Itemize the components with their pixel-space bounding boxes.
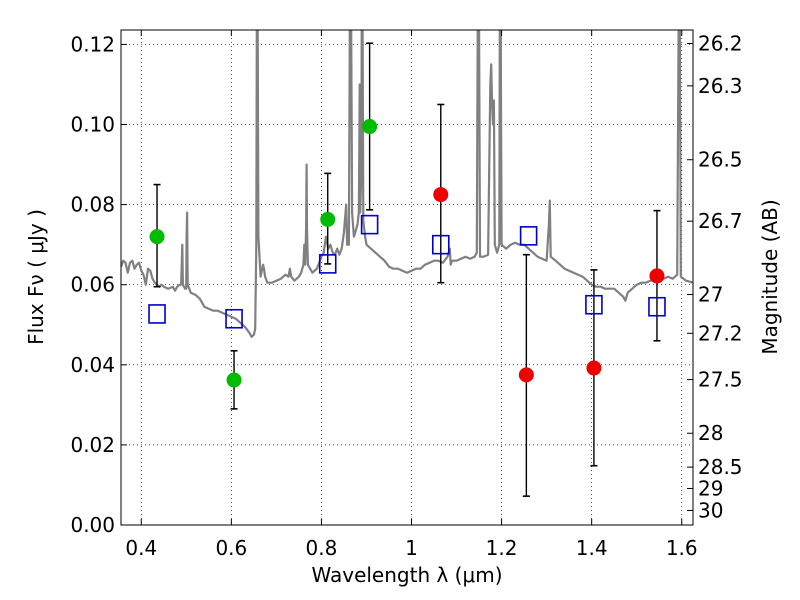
model-spectrum-line [121, 30, 693, 338]
model-photometry-square [519, 226, 538, 246]
mag-tick-label: 26.5 [698, 148, 743, 172]
mag-tick-label: 29 [698, 476, 723, 500]
x-tick-label: 1.6 [666, 536, 698, 560]
model-photometry-square [431, 234, 450, 255]
mag-tick-label: 28.5 [698, 455, 743, 479]
mag-tick-label: 26.2 [698, 31, 743, 55]
mag-tick-label: 27.2 [698, 321, 743, 345]
y-tick-label: 0.10 [70, 113, 115, 137]
mag-tick-label: 27 [698, 283, 723, 307]
model-photometry-square [148, 304, 166, 324]
mag-tick-label: 30 [698, 498, 723, 522]
model-photometry-square [360, 214, 379, 235]
y-axis-label: Flux Fν ( μJy ) [24, 209, 48, 345]
model-photometry-square [225, 308, 243, 329]
model-photometry-square [648, 296, 666, 317]
plot-area [121, 30, 693, 497]
y-tick-label: 0.06 [70, 273, 115, 297]
red-data-point [649, 268, 665, 284]
x-tick-label: 0.4 [125, 536, 157, 560]
mag-tick-label: 26.3 [698, 74, 743, 98]
y-tick-label: 0.08 [70, 193, 115, 217]
x-tick-label: 0.8 [306, 536, 338, 560]
red-data-point [586, 360, 602, 376]
y-tick-label: 0.00 [70, 513, 115, 537]
green-data-point [149, 229, 165, 245]
axis-ticks: 0.4 0.6 0.8 1 1.2 1.4 1.6 0.00 0.02 0.04 0.06 0.08 0… [70, 30, 743, 560]
y-tick-label: 0.02 [70, 433, 115, 457]
x-tick-label: 0.6 [215, 536, 247, 560]
red-data-point [433, 187, 449, 203]
model-photometry-square [318, 254, 337, 274]
green-data-point [226, 372, 242, 388]
mag-tick-label: 28 [698, 421, 723, 445]
green-data-point [362, 119, 378, 135]
y-tick-label: 0.12 [70, 32, 115, 56]
right-axis-label: Magnitude (AB) [758, 199, 782, 354]
y-tick-label: 0.04 [70, 353, 115, 377]
red-data-point [518, 367, 534, 383]
green-data-point [320, 211, 336, 227]
mag-tick-label: 26.7 [698, 209, 743, 233]
plot-frame [120, 29, 694, 526]
x-tick-label: 1 [405, 536, 418, 560]
model-photometry-square [585, 294, 603, 315]
x-tick-label: 1.4 [576, 536, 608, 560]
mag-tick-label: 27.5 [698, 368, 743, 392]
x-tick-label: 1.2 [486, 536, 518, 560]
x-axis-label: Wavelength λ (μm) [311, 563, 502, 587]
